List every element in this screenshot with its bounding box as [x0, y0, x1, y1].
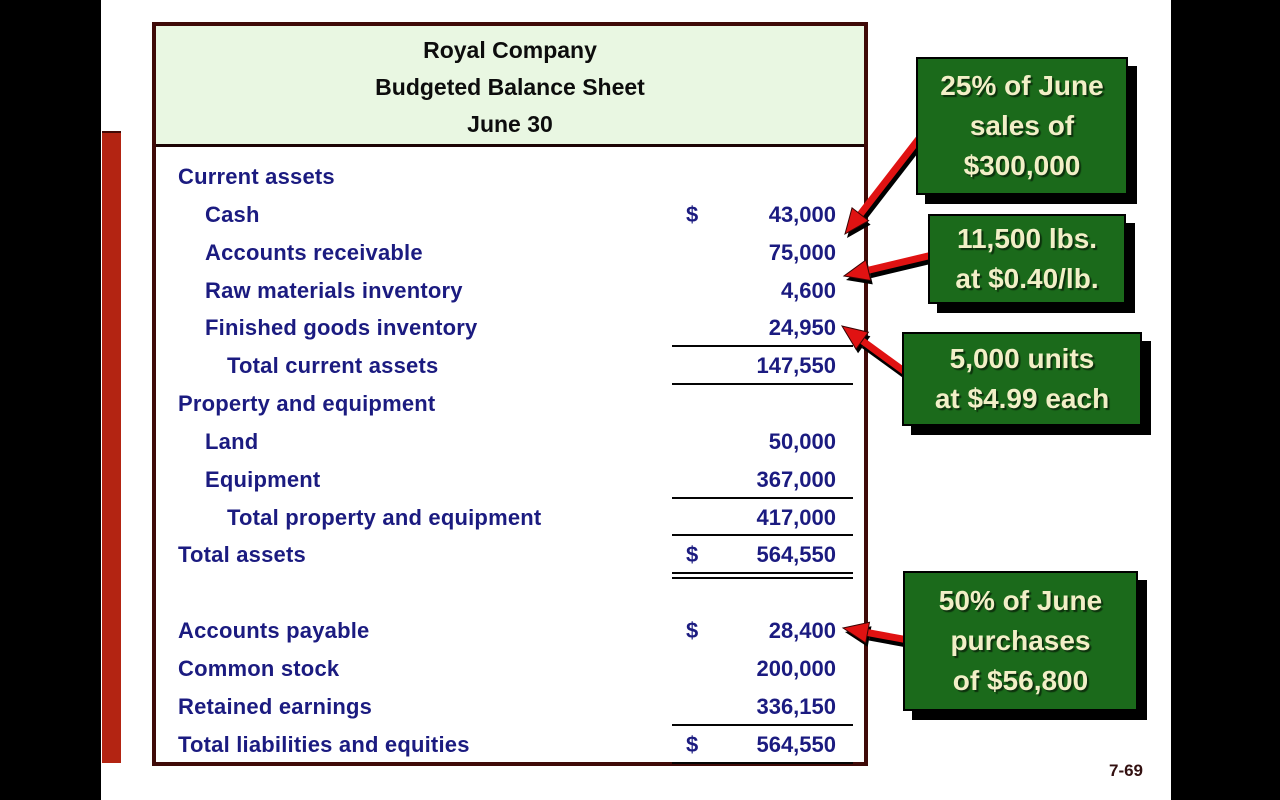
report-title: Budgeted Balance Sheet	[375, 74, 645, 100]
callout-text: 50% of June	[938, 585, 1103, 617]
dollar-sign: $	[686, 201, 699, 227]
amount: 147,550	[756, 353, 836, 379]
balance-sheet-header: Royal Company Budgeted Balance Sheet Jun…	[156, 26, 864, 147]
callout-text: 5,000 units	[949, 343, 1095, 375]
company-name: Royal Company	[423, 37, 597, 63]
row-label: Property and equipment	[178, 391, 436, 417]
table-row: Total property and equipment 417,000	[156, 499, 864, 537]
callout-june-purchases: 50% of June purchases of $56,800	[903, 571, 1138, 711]
row-value: $28,400	[672, 612, 853, 650]
row-label: Current assets	[178, 164, 335, 189]
table-row: Cash $43,000	[156, 196, 864, 234]
amount: 367,000	[756, 466, 836, 492]
table-row: Equipment 367,000	[156, 461, 864, 499]
row-label: Retained earnings	[178, 693, 373, 719]
row-label: Raw materials inventory	[205, 277, 463, 303]
amount: 200,000	[756, 655, 836, 681]
red-accent-bar	[102, 131, 121, 763]
row-value: $564,550	[672, 726, 853, 764]
table-row: Current assets	[156, 158, 864, 196]
row-label: Cash	[205, 201, 260, 227]
table-row: Retained earnings 336,150	[156, 688, 864, 726]
row-value: $43,000	[672, 196, 853, 234]
row-value: 200,000	[672, 650, 853, 688]
row-value: 50,000	[672, 423, 853, 461]
row-label: Accounts payable	[178, 618, 370, 644]
callout-text: purchases	[950, 625, 1091, 657]
callout-text: 11,500 lbs.	[956, 223, 1098, 255]
dollar-sign: $	[686, 618, 699, 644]
balance-sheet-rows: Current assets Cash $43,000 Accounts receiv…	[156, 150, 864, 764]
callout-raw-materials: 11,500 lbs. at $0.40/lb.	[928, 214, 1126, 304]
row-label: Total property and equipment	[227, 504, 542, 530]
callout-text: sales of	[969, 110, 1075, 142]
row-value: 336,150	[672, 688, 853, 726]
row-value: $564,550	[672, 536, 853, 580]
callout-text: at $4.99 each	[934, 383, 1110, 414]
table-row: Total liabilities and equities $564,550	[156, 726, 864, 764]
row-label: Total liabilities and equities	[178, 731, 470, 757]
amount: 43,000	[768, 201, 836, 227]
row-value: 24,950	[672, 309, 853, 348]
row-value: 75,000	[672, 234, 853, 272]
amount: 564,550	[756, 731, 836, 757]
row-value: 417,000	[672, 499, 853, 537]
amount: 336,150	[756, 693, 836, 719]
table-row: Common stock 200,000	[156, 650, 864, 688]
row-label: Equipment	[205, 466, 321, 492]
row-value: 4,600	[672, 272, 853, 310]
dollar-sign: $	[686, 731, 699, 757]
table-row: Property and equipment	[156, 385, 864, 423]
amount: 417,000	[756, 504, 836, 530]
table-row: Accounts receivable 75,000	[156, 234, 864, 272]
dollar-sign: $	[686, 542, 699, 568]
callout-text: at $0.40/lb.	[955, 263, 1099, 294]
amount: 24,950	[768, 315, 836, 341]
callout-finished-goods: 5,000 units at $4.99 each	[902, 332, 1142, 426]
row-label: Common stock	[178, 655, 340, 681]
amount: 4,600	[780, 277, 836, 303]
row-label: Total current assets	[227, 353, 439, 379]
right-black-bar	[1171, 0, 1280, 800]
row-label: Total assets	[178, 542, 306, 568]
table-row: Raw materials inventory 4,600	[156, 272, 864, 310]
row-value: 367,000	[672, 461, 853, 499]
callout-text: of $56,800	[952, 664, 1089, 696]
amount: 50,000	[768, 428, 836, 454]
row-label: Finished goods inventory	[205, 315, 478, 341]
table-row: Finished goods inventory 24,950	[156, 309, 864, 348]
amount: 28,400	[768, 618, 836, 644]
callout-text: $300,000	[963, 149, 1081, 181]
table-row: Total assets $564,550	[156, 536, 864, 580]
left-black-bar	[0, 0, 101, 800]
table-row: Total current assets 147,550	[156, 347, 864, 386]
page-number: 7-69	[1108, 761, 1144, 780]
report-date: June 30	[467, 111, 553, 137]
row-value: 147,550	[672, 347, 853, 386]
callout-june-sales: 25% of June sales of $300,000	[916, 57, 1128, 195]
amount: 564,550	[756, 542, 836, 568]
table-row: Land 50,000	[156, 423, 864, 461]
callout-text: 25% of June	[940, 70, 1104, 102]
row-label: Accounts receivable	[205, 239, 423, 265]
row-label: Land	[205, 428, 259, 454]
balance-sheet-table: Royal Company Budgeted Balance Sheet Jun…	[152, 22, 868, 766]
table-row: Accounts payable $28,400	[156, 612, 864, 650]
amount: 75,000	[768, 239, 836, 265]
